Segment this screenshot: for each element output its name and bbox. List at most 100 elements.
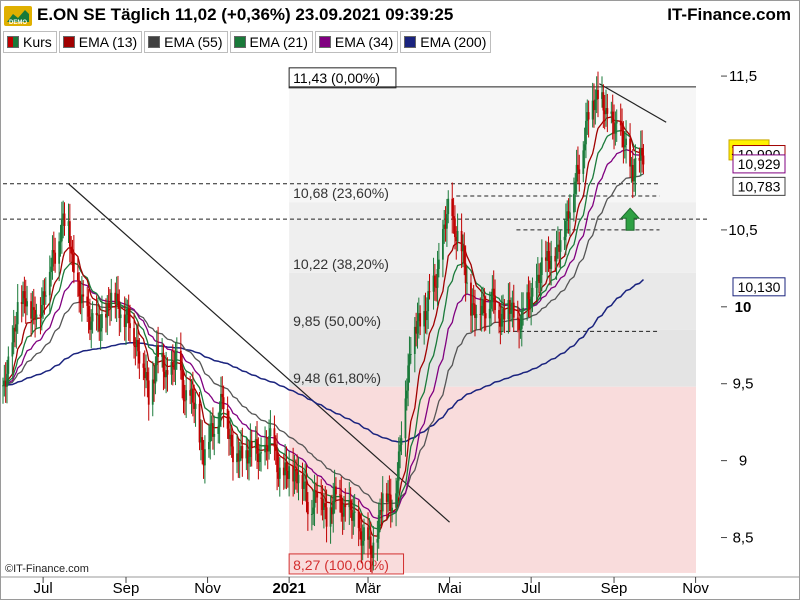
candle-body [463,245,466,264]
candle-body [556,244,559,248]
candle-body [313,490,316,508]
candle-body [254,439,257,449]
candle-body [199,437,202,443]
candle-body [134,345,137,348]
candle-body [371,554,373,558]
candle-body [578,169,581,174]
candle-body [399,444,402,452]
legend-item: EMA (21) [229,31,313,53]
candle-body [641,147,644,156]
candle-body [611,111,614,123]
candle-body [522,307,525,311]
trendline [599,83,667,123]
candle-body [288,466,291,479]
candle-body [454,218,456,238]
candle-body [404,398,407,439]
candle-body [475,313,478,318]
candle-body [591,100,594,120]
candle-body [417,313,420,322]
candle-body [349,500,352,510]
candle-body [118,301,121,319]
candle-body [286,470,289,479]
candle-body [344,504,347,508]
candle-body [577,164,579,170]
candle-body [507,300,510,320]
candle-body [127,309,130,324]
candle-body [574,181,577,194]
candle-body [385,493,388,502]
candle-body [109,307,111,309]
candle-body [123,314,126,327]
candle-body [416,321,419,334]
candle-body [302,482,305,489]
candle-body [202,449,205,466]
candle-body [548,261,551,269]
candle-body [194,403,197,409]
candle-body [185,390,188,401]
candle-body [89,316,91,330]
candle-body [625,138,627,146]
legend-label: EMA (200) [420,34,487,50]
candle-body [297,474,300,484]
candle-body [246,450,249,464]
candle-body [462,245,464,252]
candle-body [357,511,360,529]
candle-body [228,428,230,439]
legend-label: EMA (21) [249,34,308,50]
candle-body [229,434,232,439]
candle-body [610,111,613,114]
candle-body [72,253,75,273]
candle-body [389,494,392,512]
candle-body [407,365,410,391]
price-label-text: 10,783 [738,178,781,194]
candle-body [34,309,36,320]
candle-body [335,486,337,495]
candle-body [381,493,384,512]
candle-body [613,122,615,134]
legend-item: EMA (13) [58,31,143,53]
legend-label: EMA (34) [334,34,394,50]
candle-body [387,493,389,502]
candle-body [324,503,327,508]
candle-body [166,370,169,375]
legend: Kurs EMA (13) EMA (55) EMA (21) EMA (34) EMA … [3,31,493,53]
fib-label: 10,22 (38,20%) [293,256,389,272]
candle-body [173,367,176,370]
candle-body [117,293,119,302]
price-label-box [732,154,786,174]
candle-body [322,503,325,510]
candle-body [125,314,127,327]
candle-body [425,311,428,321]
candle-body [163,371,166,378]
candle-body [597,89,599,99]
candle-body [190,388,193,396]
candle-body [80,294,83,304]
candle-body [351,509,353,521]
candle-body [30,301,32,319]
legend-label: EMA (13) [78,34,138,50]
candle-body [563,236,566,241]
candle-body [87,305,90,317]
candle-body [603,110,606,115]
candle-body [264,444,266,453]
candle-body [432,275,435,292]
candle-body [161,352,164,357]
candle-body [20,302,23,304]
legend-swatch [404,36,417,48]
candle-body [135,339,138,348]
candle-body [126,309,129,315]
chart-header: DEMO E.ON SE Täglich 11,02 (+0,36%) 23.0… [1,1,799,31]
candle-body [31,307,34,319]
candle-body [451,198,454,217]
candle-body [82,294,85,297]
candle-body [143,367,146,379]
legend-swatch [62,36,75,48]
candle-body [183,400,186,402]
candle-body [316,491,319,498]
candle-body [535,280,538,288]
candle-body [379,510,381,516]
candle-body [566,211,569,221]
candle-body [595,89,598,100]
chart-title: E.ON SE Täglich 11,02 (+0,36%) 23.09.202… [37,5,454,24]
candle-body [466,282,468,284]
